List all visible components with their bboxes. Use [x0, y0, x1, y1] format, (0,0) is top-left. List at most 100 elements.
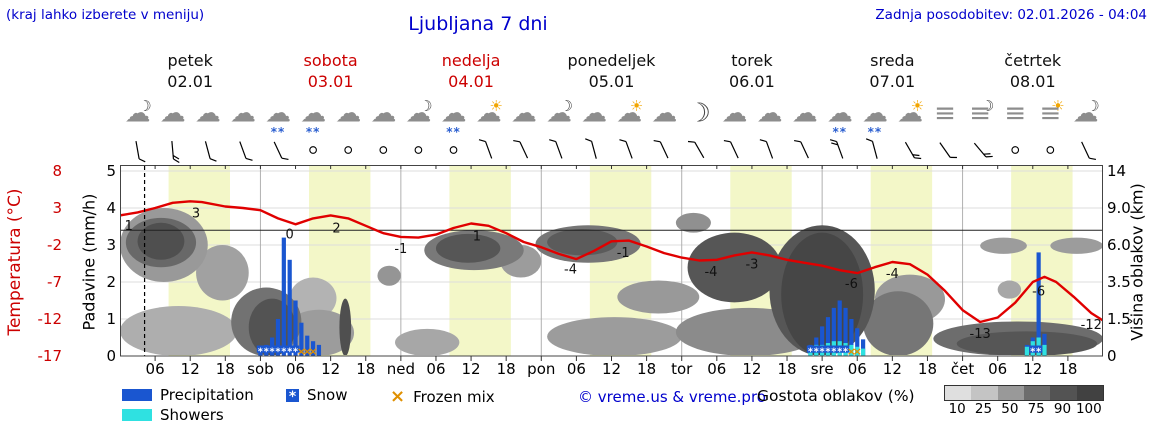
cloud-icon: ☁: [194, 98, 221, 129]
snow-marker-icon: [256, 345, 265, 353]
time-label: 18: [356, 360, 376, 378]
cloud-icon: ☁: [229, 98, 256, 129]
time-label: 06: [145, 360, 165, 378]
day-date: 08.01: [1009, 72, 1056, 91]
moon-cloud-icon: ☽ ☁: [541, 97, 576, 135]
snow-marker-icon: [818, 345, 826, 353]
showers-swatch: [122, 409, 152, 421]
moon-cloud-icon: ☽ ☁: [1068, 97, 1103, 135]
cloud-tick-label: 6.0: [1107, 236, 1131, 254]
temp-tick-label: -17: [37, 347, 63, 365]
temperature-value-label: 1: [473, 229, 481, 244]
day-abbrev-label: sob: [247, 360, 274, 378]
wind-barb-icon: [478, 139, 493, 159]
fog-sun-icon: ☀ ≡: [1033, 97, 1068, 135]
cloud-blob: [956, 331, 1098, 355]
precipitation-swatch: [122, 389, 152, 401]
cloud-icon: ☁: [155, 97, 190, 135]
wind-barb-icon: [687, 140, 705, 159]
cloud-density-tick-label: 100: [1075, 401, 1102, 417]
precipitation-bar: [855, 328, 860, 356]
snow-marker-icon: [841, 345, 850, 353]
wind-barb-icon: [513, 139, 529, 159]
snow-marker-icon: [836, 345, 844, 353]
frozen-mix-marker-icon: ×: [847, 345, 856, 358]
snow-marker-icon: [806, 345, 815, 353]
precipitation-bar: [281, 237, 286, 356]
snow-star-icon: *: [1036, 347, 1042, 358]
snow-star-icon: *: [270, 347, 276, 358]
wind-barb-icon: [865, 138, 878, 159]
temperature-value-label: 0: [286, 227, 294, 242]
wind-barb-icon: [723, 139, 739, 159]
frozen-mix-marker-icon: ×: [297, 345, 306, 358]
copyright-link[interactable]: © vreme.us & vreme.pro: [578, 388, 766, 406]
moon-cloud-icon: ☽ ☁: [120, 97, 155, 135]
time-label: 12: [601, 360, 622, 378]
cloud-blob: [675, 212, 711, 233]
wind-barb-icon: [973, 142, 993, 158]
showers-legend-label: Showers: [160, 406, 224, 424]
day-header: sobota 03.01: [260, 50, 400, 92]
cloud-tick-label: 0: [1107, 347, 1117, 365]
sun-cloud-icon: ☀ ☁: [612, 97, 647, 135]
sun-icon: ☀: [1051, 97, 1065, 115]
precipitation-bar: [820, 326, 825, 356]
temperature-value-label: -13: [970, 327, 991, 342]
shower-bar: [861, 348, 866, 356]
precipitation-tick-labels: 5 4 3 2 1 0: [96, 162, 116, 365]
legend-precipitation: Precipitation: [122, 386, 254, 404]
precipitation-bar: [825, 317, 831, 356]
calm-wind-icon: [379, 146, 388, 154]
cloud-tick-label: 3.5: [1107, 273, 1131, 291]
sun-icon: ☀: [629, 97, 644, 115]
frozen-mix-icon: [390, 386, 405, 407]
wind-barb-icon: [1081, 141, 1097, 161]
time-label: 06: [566, 360, 586, 378]
day-header: nedelja 04.01: [401, 50, 541, 92]
snow-marker-icon: [830, 345, 838, 353]
wind-barb-icon: [619, 139, 633, 159]
cloud-icon: ☁: [791, 98, 818, 129]
moon-icon: ☽: [682, 97, 717, 135]
cloud-icon: ☁: [787, 97, 822, 135]
precipitation-bar: [287, 259, 292, 356]
day-name: torek: [731, 51, 773, 70]
wind-barb-icon: [549, 139, 563, 159]
cloud-blob: [137, 222, 185, 260]
cloud-snow-icon: ☁ **: [436, 97, 471, 139]
frozen-mix-legend-label: Frozen mix: [413, 387, 495, 406]
precipitation-bar: [299, 322, 304, 356]
temp-tick-label: -7: [47, 273, 62, 291]
cloud-icon: ☁: [370, 98, 397, 129]
cloud-density-segment: [1050, 386, 1077, 400]
calm-wind-icon: [449, 146, 458, 154]
temperature-tick-labels: 8 3 -2 -7 -12 -17: [0, 162, 63, 365]
cloud-blob: [617, 280, 700, 314]
cloud-blob: [997, 280, 1022, 299]
precipitation-bar: [861, 339, 866, 356]
day-date: 07.01: [869, 72, 916, 91]
sun-icon: ☀: [489, 97, 503, 115]
snowflakes-icon: **: [270, 125, 286, 139]
wind-barb-icon: [653, 139, 669, 159]
cloud-layer: [121, 208, 1102, 355]
cloud-blob: [395, 328, 460, 355]
snow-marker-icon: [1029, 345, 1037, 353]
cloud-icon: ☁: [616, 98, 643, 129]
cloud-icon: ☁: [717, 97, 752, 135]
snow-star-icon: *: [825, 347, 831, 358]
temperature-value-label: -4: [704, 265, 717, 280]
cloud-blob: [121, 306, 238, 355]
snow-star-icon: *: [814, 347, 820, 358]
temperature-value-label: 1: [125, 219, 133, 234]
time-label: 12: [180, 360, 200, 378]
shower-bar: [1024, 346, 1030, 356]
cloud-density-tick-label: 10: [948, 401, 966, 417]
cloud-density-scale: [944, 385, 1104, 401]
time-label: 12: [882, 360, 902, 378]
day-name: ponedeljek: [567, 51, 656, 70]
calm-wind-icon: [1011, 146, 1020, 154]
cloud-icon: ☁: [576, 97, 611, 135]
precipitation-bar: [293, 300, 298, 356]
